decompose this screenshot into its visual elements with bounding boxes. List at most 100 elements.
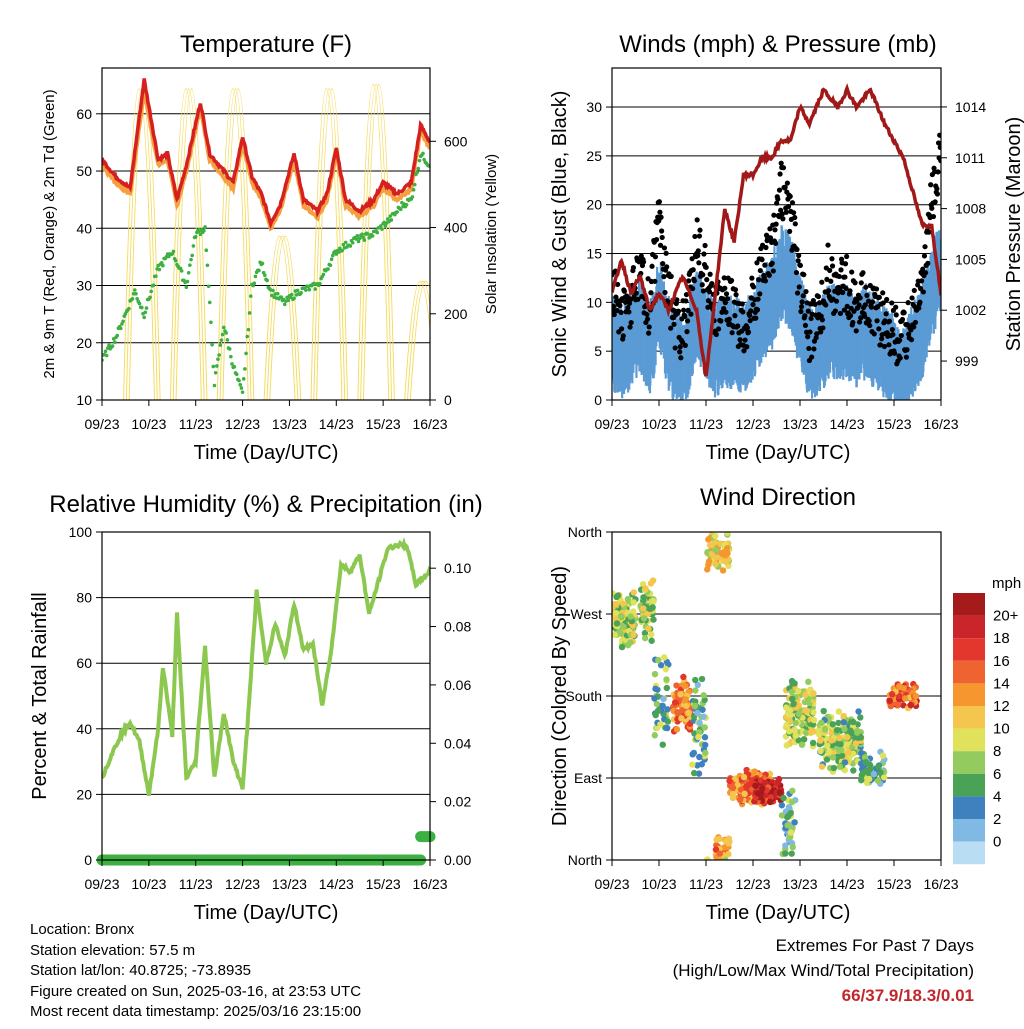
recent-text: Most recent data timestamp: 2025/03/16 2…	[30, 1003, 362, 1020]
direction-point	[795, 687, 802, 695]
dewpoint-point	[234, 372, 239, 376]
gust-point	[656, 199, 662, 205]
gust-point	[796, 252, 802, 259]
xtick-label: 09/23	[594, 416, 629, 432]
gust-point	[740, 309, 746, 315]
gust-point	[850, 319, 856, 326]
gust-point	[750, 301, 756, 308]
gust-point	[862, 313, 868, 319]
gust-point	[684, 329, 690, 335]
gust-point	[825, 242, 831, 248]
dewpoint-point	[216, 357, 220, 361]
direction-point	[620, 623, 627, 630]
dewpoint-point	[189, 257, 193, 262]
direction-point	[847, 727, 854, 734]
rh-plot-area	[102, 536, 430, 797]
gust-point	[938, 158, 941, 164]
gust-point	[685, 307, 691, 313]
direction-point	[874, 777, 882, 785]
dewpoint-point	[161, 263, 165, 268]
gust-point	[649, 263, 655, 269]
dewpoint-point	[257, 268, 261, 273]
direction-point	[804, 697, 812, 704]
direction-point	[613, 615, 620, 622]
direction-point	[746, 781, 753, 788]
gust-point	[785, 203, 792, 210]
direction-point	[712, 561, 719, 568]
dewpoint-point	[143, 310, 148, 315]
dewpoint-point	[329, 257, 334, 261]
direction-point	[783, 742, 790, 749]
direction-point	[828, 737, 835, 744]
direction-point	[792, 732, 799, 739]
gust-point	[866, 298, 872, 304]
direction-point	[741, 790, 748, 798]
xtick-label: 12/23	[735, 876, 770, 892]
gust-point	[729, 330, 735, 336]
xtick-label: 14/23	[829, 416, 864, 432]
ytick-label: 20	[586, 197, 602, 213]
gust-point	[791, 210, 797, 216]
direction-point	[737, 786, 745, 793]
legend-swatch	[953, 819, 985, 842]
rh-line	[102, 536, 430, 797]
dewpoint-point	[354, 237, 359, 241]
gust-point	[911, 287, 917, 294]
xtick-label: 13/23	[272, 876, 307, 892]
direction-point	[657, 721, 664, 728]
legend-swatch	[953, 683, 985, 706]
direction-point	[671, 699, 679, 706]
xtick-label: 09/23	[84, 876, 119, 892]
gust-point	[798, 308, 804, 315]
gust-point	[803, 288, 809, 295]
gust-point	[880, 300, 886, 306]
xtick-label: 14/23	[319, 876, 354, 892]
gust-point	[937, 144, 941, 151]
y2tick-label: 1002	[955, 302, 986, 318]
direction-point	[786, 717, 793, 724]
dewpoint-point	[133, 288, 137, 292]
direction-point	[664, 706, 671, 713]
gust-point	[867, 322, 873, 329]
direction-point	[863, 767, 870, 775]
direction-point	[649, 604, 656, 611]
dewpoint-point	[416, 166, 421, 171]
gust-point	[690, 267, 696, 273]
ytick-label: 40	[76, 721, 92, 737]
gust-point	[930, 213, 937, 220]
direction-point	[692, 676, 699, 684]
direction-point	[817, 737, 824, 744]
gust-point	[675, 308, 682, 314]
direction-point	[815, 731, 823, 738]
gust-point	[618, 309, 624, 315]
gust-point	[638, 270, 644, 277]
dewpoint-point	[134, 292, 138, 296]
dewpoint-point	[348, 244, 353, 248]
wind-plot-area	[612, 83, 941, 400]
gust-point	[635, 296, 641, 302]
gust-point	[883, 311, 889, 317]
gust-point	[844, 303, 850, 309]
gust-point	[718, 318, 724, 324]
legend-swatch	[953, 615, 985, 639]
direction-point	[803, 729, 810, 737]
direction-point	[861, 754, 869, 761]
gust-point	[732, 313, 738, 319]
gust-point	[725, 296, 731, 302]
dewpoint-point	[222, 325, 226, 330]
gust-point	[686, 278, 692, 284]
gust-point	[863, 284, 869, 290]
direction-point	[912, 692, 920, 700]
gust-point	[773, 221, 779, 227]
solar-spike	[360, 84, 393, 400]
direction-point	[719, 567, 727, 574]
dewpoint-point	[404, 202, 409, 207]
gust-point	[828, 278, 834, 284]
direction-point	[724, 532, 731, 536]
direction-point	[791, 819, 798, 826]
gust-point	[657, 242, 664, 248]
direction-point	[700, 713, 707, 720]
gust-point	[677, 344, 683, 350]
direction-point	[862, 759, 870, 766]
